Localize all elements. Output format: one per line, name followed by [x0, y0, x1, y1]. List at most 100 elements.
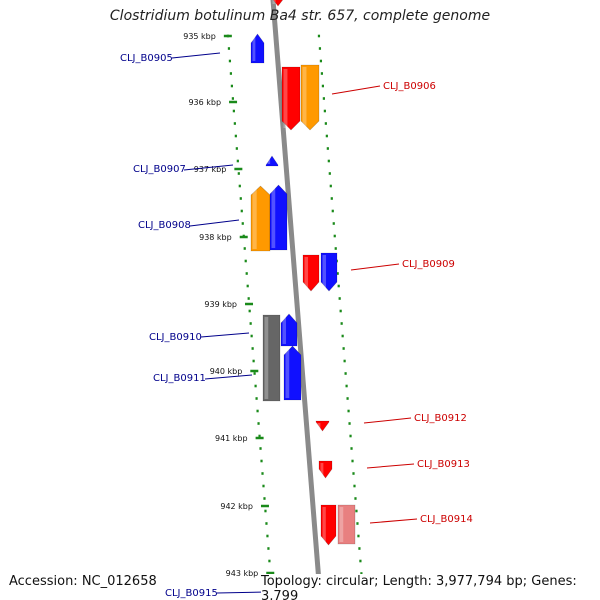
accession-text: Accession: NC_012658	[9, 574, 157, 589]
outer-guide-dot	[336, 272, 339, 275]
kbp-tick-label: 936 kbp	[188, 98, 221, 107]
gene-label-leader	[171, 52, 221, 59]
gene-label: CLJ_B0905	[120, 53, 173, 64]
outer-guide-dot	[343, 359, 346, 363]
inner-guide-dot	[245, 272, 248, 275]
gene-block-clj-b0910-gray	[262, 314, 281, 402]
gene-block-clj-b0909-red-shine	[304, 257, 309, 289]
gene-block-clj-b0905-shine	[252, 36, 256, 61]
gene-label: CLJ_B0906	[383, 81, 436, 92]
outer-guide-dot	[350, 447, 353, 450]
gene-label-leader	[183, 164, 234, 171]
inner-guide-dot	[268, 559, 271, 563]
outer-guide-dot	[324, 122, 327, 125]
inner-guide-dot	[259, 447, 262, 450]
inner-guide-dot	[236, 159, 239, 163]
gene-block-clj-b0914-pink-shine	[339, 507, 344, 542]
gene-block-clj-b0906-red	[281, 66, 301, 131]
gene-label: CLJ_B0913	[417, 459, 470, 470]
gene-label-leader	[331, 85, 381, 95]
inner-guide-dot	[251, 347, 254, 350]
gene-block-clj-b0914-red	[320, 504, 337, 546]
gene-block-clj-b0911-shine	[285, 348, 290, 398]
gene-block-clj-b0914-red-shine	[322, 507, 326, 543]
outer-guide-dot	[337, 284, 340, 288]
gene-block-clj-b0911	[283, 345, 302, 401]
inner-guide-dot	[235, 147, 238, 150]
outer-guide-dot	[342, 347, 345, 350]
gene-label: CLJ_B0915	[165, 588, 218, 599]
gene-block-clj-b0908-orange-shine	[252, 188, 257, 249]
gene-label: CLJ_B0911	[153, 373, 206, 384]
outer-guide-dot	[321, 84, 324, 88]
gene-label: CLJ_B0908	[138, 220, 191, 231]
outer-guide-dot	[357, 534, 360, 538]
gene-block-clj-b0912	[315, 420, 330, 432]
outer-guide-dot	[326, 147, 329, 150]
outer-guide-dot	[338, 297, 341, 300]
gene-block-clj-b0906-orange-shine	[302, 67, 307, 128]
topology-text: Topology: circular; Length: 3,977,794 bp…	[261, 574, 600, 600]
outer-guide-dot	[317, 34, 321, 38]
inner-guide-dot	[246, 284, 249, 288]
outer-guide-dot	[319, 59, 323, 63]
kbp-tick-label: 938 kbp	[199, 233, 232, 242]
inner-guide-dot	[229, 72, 233, 75]
inner-guide-dot	[252, 359, 255, 363]
outer-guide-dot	[345, 384, 348, 388]
inner-guide-dot	[266, 534, 269, 538]
inner-guide-dot	[233, 122, 236, 125]
outer-guide-dot	[322, 97, 325, 100]
outer-guide-dot	[332, 222, 335, 225]
inner-guide-dot	[238, 184, 241, 188]
gene-block-clj-b0908-blue	[269, 184, 288, 251]
inner-guide-dot	[267, 547, 270, 550]
gene-block-clj-b0905	[250, 33, 265, 64]
kbp-tick-label: 942 kbp	[220, 502, 253, 511]
inner-guide-dot	[237, 172, 240, 175]
outer-guide-dot	[347, 409, 350, 413]
inner-guide-dot	[230, 84, 233, 88]
kbp-tick-label: 935 kbp	[183, 32, 216, 41]
gene-block-clj-b0906-red-shine	[283, 69, 288, 128]
inner-guide-dot	[253, 372, 256, 375]
gene-block-clj-b0913-shine	[320, 463, 324, 476]
kbp-tick-label: 940 kbp	[210, 367, 243, 376]
inner-guide-dot	[227, 47, 231, 50]
gene-label: CLJ_B0907	[133, 164, 186, 175]
inner-guide-dot	[265, 522, 268, 525]
inner-guide-dot	[234, 134, 237, 138]
inner-guide-dot	[244, 259, 247, 263]
gene-label: CLJ_B0910	[149, 332, 202, 343]
kbp-tick-label: 937 kbp	[194, 165, 227, 174]
inner-guide-dot	[255, 397, 258, 400]
inner-guide-dot	[247, 297, 250, 300]
gene-block-top-red-shine	[272, 0, 276, 4]
inner-guide-dot	[228, 59, 232, 63]
gene-label: CLJ_B0912	[414, 413, 467, 424]
gene-label-leader	[363, 417, 412, 424]
gene-label-leader	[204, 374, 253, 380]
outer-guide-dot	[359, 559, 362, 563]
gene-label-leader	[366, 463, 415, 469]
outer-guide-dot	[356, 522, 359, 525]
gene-block-clj-b0910-shine	[282, 316, 287, 344]
inner-guide-dot	[257, 422, 260, 425]
inner-guide-dot	[254, 384, 257, 388]
outer-guide-dot	[348, 422, 351, 425]
outer-guide-dot	[346, 397, 349, 400]
inner-guide-dot	[243, 247, 246, 250]
gene-block-clj-b0913	[318, 460, 333, 479]
gene-block-clj-b0910-gray-shine	[264, 317, 269, 399]
outer-guide-dot	[334, 247, 337, 250]
kbp-tick-label: 943 kbp	[226, 569, 259, 578]
outer-guide-dot	[358, 547, 361, 550]
inner-guide-dot	[256, 409, 259, 413]
gene-label: CLJ_B0909	[402, 259, 455, 270]
inner-guide-dot	[249, 322, 252, 325]
outer-guide-dot	[354, 497, 357, 500]
inner-guide-dot	[248, 309, 251, 313]
gene-label-leader	[350, 263, 400, 271]
